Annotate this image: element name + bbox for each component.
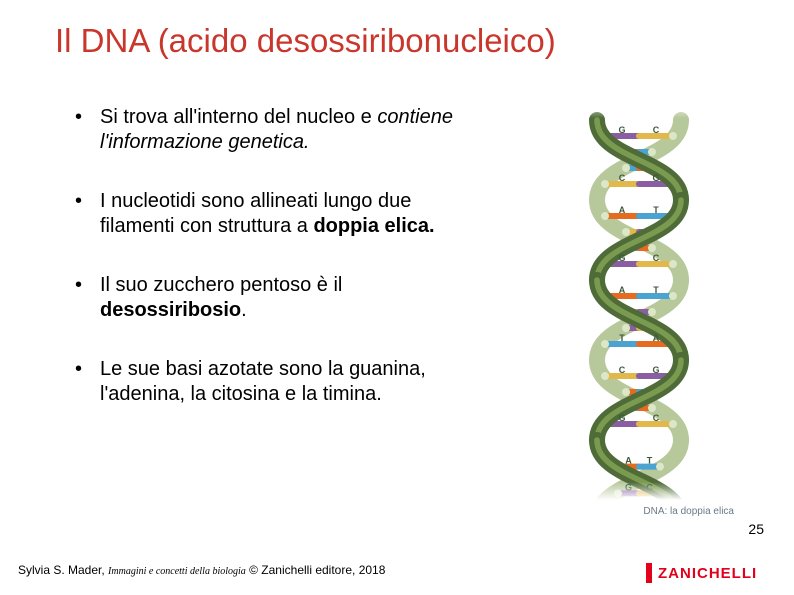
logo-bar-icon — [646, 563, 652, 583]
svg-text:C: C — [653, 253, 660, 263]
publisher-logo: ZANICHELLI — [646, 563, 776, 583]
dna-figure: GCCGATGCATTACGGCATGC DNA: la doppia elic… — [534, 100, 744, 517]
svg-text:A: A — [625, 456, 632, 466]
bullet-item: I nucleotidi sono allineati lungo due fi… — [75, 189, 475, 239]
bullet-item: Si trova all'interno del nucleo e contie… — [75, 105, 475, 155]
svg-text:C: C — [619, 173, 626, 183]
svg-text:A: A — [619, 205, 626, 215]
footer-credits: Sylvia S. Mader, Immagini e concetti del… — [18, 563, 385, 577]
bullet-text: Il suo zucchero pentoso è il — [100, 274, 342, 296]
slide-title: Il DNA (acido desossiribonucleico) — [55, 22, 556, 60]
figure-caption: DNA: la doppia elica — [534, 506, 744, 517]
bullet-item: Il suo zucchero pentoso è il desossiribo… — [75, 273, 475, 323]
svg-text:G: G — [652, 365, 659, 375]
footer-publisher: © Zanichelli editore, 2018 — [246, 563, 386, 577]
svg-text:A: A — [619, 285, 626, 295]
slide: Il DNA (acido desossiribonucleico) Si tr… — [0, 0, 794, 595]
footer-book: Immagini e concetti della biologia — [108, 566, 246, 577]
bullet-emph: desossiribosio — [100, 299, 241, 321]
logo-text: ZANICHELLI — [658, 565, 757, 582]
bullet-text: Si trova all'interno del nucleo e — [100, 106, 377, 128]
svg-text:G: G — [619, 125, 626, 135]
bullet-text: Le sue basi azotate sono la guanina, l'a… — [100, 358, 426, 405]
svg-text:T: T — [647, 456, 653, 466]
svg-text:T: T — [653, 285, 659, 295]
svg-text:C: C — [653, 125, 660, 135]
page-number: 25 — [748, 521, 764, 537]
dna-helix-graphic: GCCGATGCATTACGGCATGC — [574, 100, 704, 500]
svg-text:C: C — [619, 365, 626, 375]
footer-author: Sylvia S. Mader, — [18, 563, 108, 577]
svg-text:C: C — [653, 413, 660, 423]
svg-text:G: G — [619, 253, 626, 263]
svg-text:A: A — [653, 333, 660, 343]
svg-text:T: T — [653, 205, 659, 215]
bullet-item: Le sue basi azotate sono la guanina, l'a… — [75, 357, 475, 407]
bullet-list: Si trova all'interno del nucleo e contie… — [75, 105, 475, 441]
bullet-trail: . — [241, 299, 247, 321]
svg-text:G: G — [619, 413, 626, 423]
svg-text:T: T — [619, 333, 625, 343]
svg-text:G: G — [652, 173, 659, 183]
bullet-emph: doppia elica. — [313, 215, 434, 237]
